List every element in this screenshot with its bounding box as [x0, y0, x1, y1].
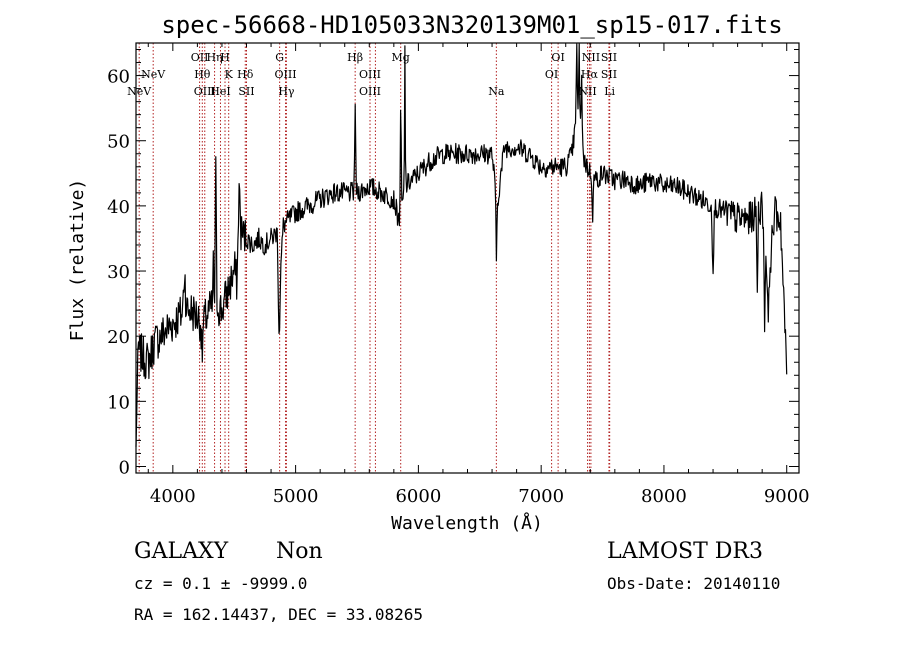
emission-line-label: SII: [601, 51, 617, 64]
emission-line-label: SII: [238, 85, 254, 98]
emission-line-label: H: [220, 51, 230, 64]
y-tick-label: 0: [119, 457, 130, 478]
x-tick-label: 6000: [395, 486, 441, 507]
emission-line-label: Hθ: [194, 68, 211, 81]
emission-line-label: Hβ: [347, 51, 363, 64]
y-tick-label: 30: [107, 262, 130, 283]
emission-line-label: Mg: [392, 51, 410, 64]
emission-line-label: OIII: [194, 85, 216, 98]
redshift-readout: cz = 0.1 ± -9999.0: [134, 574, 307, 593]
x-tick-label: 8000: [641, 486, 687, 507]
emission-line-label: NII: [582, 51, 600, 64]
y-tick-label: 40: [107, 197, 130, 218]
y-tick-label: 60: [107, 67, 130, 88]
emission-line-label: OIII: [359, 68, 381, 81]
emission-line-labels: NeV NeV OII Hθ OIII Hη HeI HK Hδ SII G OIII Hγ Hβ OIII…: [127, 51, 617, 98]
y-axis-ticks: 0 10 20 30 40 50 60: [107, 49, 799, 478]
x-axis-label: Wavelength (Å): [391, 512, 543, 534]
emission-line-label: Na: [488, 85, 505, 98]
spectrum-line: [135, 43, 788, 447]
emission-line-label: NeV: [141, 68, 166, 81]
emission-line-label: K: [225, 68, 234, 81]
emission-line-label: Hδ: [237, 68, 254, 81]
y-tick-label: 20: [107, 327, 130, 348]
emission-line-label: NeV: [127, 85, 152, 98]
emission-line-label: OI: [551, 51, 564, 64]
emission-line-label: OIII: [275, 68, 297, 81]
emission-line-label: Hη: [206, 51, 222, 64]
emission-line-label: G: [275, 51, 284, 64]
emission-line-markers: [138, 43, 611, 473]
survey-label: LAMOST DR3: [607, 539, 763, 564]
y-tick-label: 10: [107, 392, 130, 413]
chart-title: spec-56668-HD105033N320139M01_sp15-017.f…: [161, 11, 782, 39]
x-tick-label: 9000: [764, 486, 810, 507]
x-axis-ticks: 4000 5000 6000 7000 8000 9000: [147, 43, 810, 507]
emission-line-label: Li: [604, 85, 615, 98]
object-subclass: Non: [276, 539, 323, 564]
coordinates-readout: RA = 162.14437, DEC = 33.08265: [134, 605, 423, 624]
emission-line-label: NII: [578, 85, 596, 98]
emission-line-label: SII: [601, 68, 617, 81]
observation-date: Obs-Date: 20140110: [607, 574, 780, 593]
emission-line-label: OII: [191, 51, 209, 64]
emission-line-label: OI: [545, 68, 558, 81]
x-tick-label: 7000: [518, 486, 564, 507]
y-axis-label: Flux (relative): [67, 179, 88, 342]
x-tick-label: 4000: [150, 486, 196, 507]
emission-line-label: Hγ: [278, 85, 295, 98]
emission-line-label: Hα: [581, 68, 599, 81]
x-tick-label: 5000: [273, 486, 319, 507]
y-tick-label: 50: [107, 132, 130, 153]
emission-line-label: HeI: [210, 85, 230, 98]
emission-line-label: OIII: [359, 85, 381, 98]
object-class: GALAXY: [134, 539, 229, 564]
